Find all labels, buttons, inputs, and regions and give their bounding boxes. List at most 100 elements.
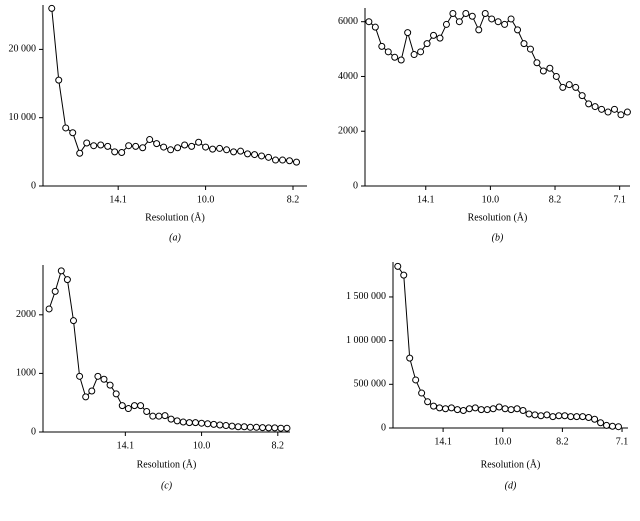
data-point bbox=[153, 140, 161, 148]
x-axis-label: Resolution (Å) bbox=[481, 458, 541, 470]
data-point bbox=[533, 59, 541, 67]
data-point bbox=[149, 412, 157, 420]
data-point bbox=[537, 412, 545, 420]
data-point bbox=[404, 29, 412, 37]
x-tick-label: 14.1 bbox=[417, 194, 435, 205]
data-point bbox=[555, 412, 563, 420]
data-point bbox=[391, 53, 399, 61]
data-point bbox=[160, 143, 168, 151]
y-tick-label: 0 bbox=[31, 180, 36, 191]
data-point bbox=[585, 414, 593, 422]
data-point bbox=[449, 9, 457, 17]
data-point bbox=[228, 422, 236, 430]
data-point bbox=[539, 67, 547, 75]
y-tick-label: 1 500 000 bbox=[346, 291, 386, 302]
data-point bbox=[552, 72, 560, 80]
y-tick-label: 0 bbox=[381, 422, 386, 433]
data-point bbox=[223, 146, 231, 154]
data-point bbox=[494, 18, 502, 26]
data-point bbox=[475, 26, 483, 34]
data-point bbox=[48, 4, 56, 12]
data-point bbox=[277, 424, 285, 432]
data-point bbox=[604, 108, 612, 116]
data-point bbox=[204, 420, 212, 428]
data-point bbox=[477, 406, 485, 414]
data-point bbox=[410, 51, 418, 59]
data-point bbox=[191, 419, 199, 427]
data-point bbox=[471, 404, 479, 412]
data-point bbox=[384, 48, 392, 56]
x-tick-label: 10.0 bbox=[482, 194, 500, 205]
data-point bbox=[559, 83, 567, 91]
data-point bbox=[430, 31, 438, 39]
data-point bbox=[623, 108, 631, 116]
panel-caption: (d) bbox=[505, 480, 517, 491]
data-point bbox=[608, 422, 616, 430]
data-point bbox=[76, 372, 84, 380]
x-tick-label: 10.0 bbox=[193, 440, 211, 451]
data-point bbox=[371, 23, 379, 31]
data-point bbox=[483, 406, 491, 414]
data-point bbox=[573, 413, 581, 421]
y-tick-label: 10 000 bbox=[9, 112, 37, 123]
data-point bbox=[378, 42, 386, 50]
data-point bbox=[118, 149, 126, 157]
data-point bbox=[51, 287, 59, 295]
data-point bbox=[210, 420, 218, 428]
y-tick-label: 2000 bbox=[16, 309, 36, 320]
data-point bbox=[286, 157, 294, 165]
data-point bbox=[167, 146, 175, 154]
data-point bbox=[185, 419, 193, 427]
data-point bbox=[514, 26, 522, 34]
data-point bbox=[124, 405, 132, 413]
data-point bbox=[230, 148, 238, 156]
data-point bbox=[436, 404, 444, 412]
data-point bbox=[45, 305, 53, 313]
data-point bbox=[546, 64, 554, 72]
data-point bbox=[188, 142, 196, 150]
x-tick-label: 14.1 bbox=[109, 194, 127, 205]
data-point bbox=[272, 156, 280, 164]
data-point bbox=[57, 267, 65, 275]
data-point bbox=[578, 92, 586, 100]
data-point bbox=[598, 105, 606, 113]
data-point bbox=[173, 417, 181, 425]
data-point bbox=[591, 415, 599, 423]
data-line bbox=[368, 12, 628, 116]
data-point bbox=[549, 413, 557, 421]
x-tick-label: 8.2 bbox=[549, 194, 562, 205]
data-point bbox=[125, 142, 133, 150]
data-point bbox=[143, 407, 151, 415]
y-tick-label: 20 000 bbox=[9, 44, 37, 55]
data-point bbox=[244, 150, 252, 158]
y-tick-label: 0 bbox=[31, 426, 36, 437]
y-tick-label: 0 bbox=[353, 180, 358, 191]
data-point bbox=[55, 76, 63, 84]
data-point bbox=[525, 410, 533, 418]
data-point bbox=[468, 12, 476, 20]
data-point bbox=[216, 421, 224, 429]
data-point bbox=[526, 45, 534, 53]
data-point bbox=[161, 412, 169, 420]
data-point bbox=[543, 411, 551, 419]
data-point bbox=[531, 411, 539, 419]
data-point bbox=[424, 398, 432, 406]
data-point bbox=[513, 405, 521, 413]
data-point bbox=[181, 141, 189, 149]
x-tick-label: 14.1 bbox=[117, 440, 135, 451]
y-tick-label: 6000 bbox=[338, 16, 358, 27]
data-point bbox=[100, 375, 108, 383]
data-point bbox=[418, 389, 426, 397]
y-tick-label: 2000 bbox=[338, 126, 358, 137]
data-point bbox=[489, 405, 497, 413]
data-point bbox=[258, 152, 266, 160]
x-tick-label: 8.2 bbox=[287, 194, 300, 205]
data-point bbox=[83, 139, 91, 147]
data-point bbox=[259, 424, 267, 432]
data-point bbox=[88, 387, 96, 395]
x-tick-label: 10.0 bbox=[494, 436, 512, 447]
data-point bbox=[442, 20, 450, 28]
data-point bbox=[111, 148, 119, 156]
x-tick-label: 8.2 bbox=[272, 440, 285, 451]
data-point bbox=[139, 144, 147, 152]
